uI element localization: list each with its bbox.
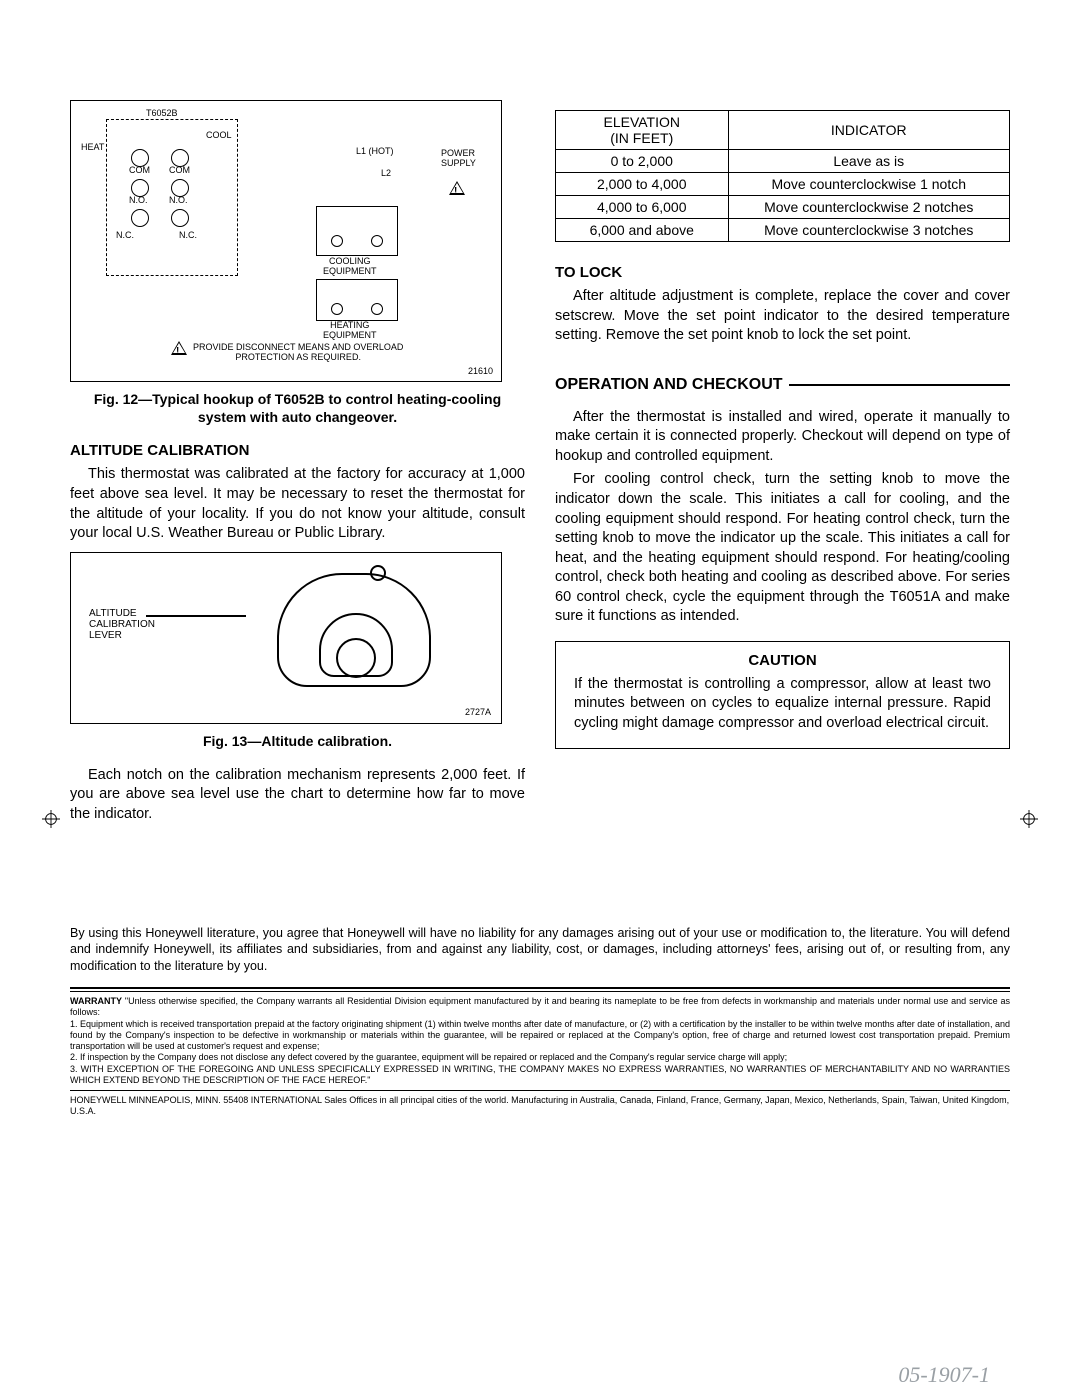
altitude-p1: This thermostat was calibrated at the fa…: [70, 465, 525, 543]
diagram-fignum: 21610: [468, 367, 493, 377]
footer: HONEYWELL MINNEAPOLIS, MINN. 55408 INTER…: [70, 1095, 1010, 1118]
divider: [70, 991, 1010, 992]
diagram-heat: HEAT: [81, 143, 104, 153]
elevation-table: ELEVATION (IN FEET) INDICATOR 0 to 2,000…: [555, 110, 1010, 242]
divider: [70, 1090, 1010, 1091]
diagram-cooling-eq: COOLING EQUIPMENT: [323, 257, 377, 277]
tolock-heading: TO LOCK: [555, 264, 1010, 281]
caution-box: CAUTION If the thermostat is controlling…: [555, 641, 1010, 749]
operation-heading: OPERATION AND CHECKOUT: [555, 376, 1010, 394]
cell: 2,000 to 4,000: [556, 173, 729, 196]
diagram-power: POWER SUPPLY: [441, 149, 476, 169]
op-p2: For cooling control check, turn the sett…: [555, 470, 1010, 627]
diagram-no1: N.O.: [129, 196, 148, 206]
cell: 0 to 2,000: [556, 150, 729, 173]
op-p1: After the thermostat is installed and wi…: [555, 408, 1010, 467]
fig13-caption: Fig. 13—Altitude calibration.: [70, 732, 525, 750]
cell: 6,000 and above: [556, 219, 729, 242]
table-row: 6,000 and above Move counterclockwise 3 …: [556, 219, 1010, 242]
diagram-com1: COM: [129, 166, 150, 176]
cell: Move counterclockwise 2 notches: [728, 196, 1009, 219]
elev-head-ind: INDICATOR: [728, 111, 1009, 150]
register-mark-icon: [42, 810, 60, 828]
elev-head-elev: ELEVATION (IN FEET): [556, 111, 729, 150]
altitude-figure: ALTITUDE CALIBRATION LEVER 2727A: [70, 552, 502, 724]
diagram-disc: PROVIDE DISCONNECT MEANS AND OVERLOAD PR…: [193, 343, 403, 363]
diagram-com2: COM: [169, 166, 190, 176]
warranty-3: 3. WITH EXCEPTION OF THE FOREGOING AND U…: [70, 1064, 1010, 1087]
wiring-diagram: T6052B HEAT COOL COM N.O. N.C. COM N.O. …: [70, 100, 502, 382]
rule: [789, 384, 1010, 386]
divider: [70, 987, 1010, 989]
table-row: 0 to 2,000 Leave as is: [556, 150, 1010, 173]
table-row: 2,000 to 4,000 Move counterclockwise 1 n…: [556, 173, 1010, 196]
diagram-cool: COOL: [206, 131, 232, 141]
right-column: ELEVATION (IN FEET) INDICATOR 0 to 2,000…: [555, 100, 1010, 825]
diagram-nc2: N.C.: [179, 231, 197, 241]
diagram-nc1: N.C.: [116, 231, 134, 241]
operation-heading-text: OPERATION AND CHECKOUT: [555, 376, 783, 394]
diagram-l2: L2: [381, 169, 391, 179]
cell: 4,000 to 6,000: [556, 196, 729, 219]
cell: Move counterclockwise 3 notches: [728, 219, 1009, 242]
table-row: 4,000 to 6,000 Move counterclockwise 2 n…: [556, 196, 1010, 219]
register-mark-icon: [1020, 810, 1038, 828]
tolock-p: After altitude adjustment is complete, r…: [555, 287, 1010, 346]
handwritten-note: 05-1907-1: [898, 1362, 990, 1388]
warranty-block: WARRANTY "Unless otherwise specified, th…: [70, 996, 1010, 1086]
diagram-heating-eq: HEATING EQUIPMENT: [323, 321, 377, 341]
cell: Leave as is: [728, 150, 1009, 173]
diagram-no2: N.O.: [169, 196, 188, 206]
altfig-lever-label: ALTITUDE CALIBRATION LEVER: [89, 608, 155, 641]
diagram-l1: L1 (HOT): [356, 147, 394, 157]
altitude-p2: Each notch on the calibration mechanism …: [70, 766, 525, 825]
warranty-1: 1. Equipment which is received transport…: [70, 1019, 1010, 1053]
caution-title: CAUTION: [574, 652, 991, 669]
upper-columns: T6052B HEAT COOL COM N.O. N.C. COM N.O. …: [70, 100, 1010, 825]
caution-body: If the thermostat is controlling a compr…: [574, 675, 991, 734]
warranty-head: WARRANTY: [70, 996, 122, 1006]
disclaimer: By using this Honeywell literature, you …: [70, 925, 1010, 976]
warranty-intro: "Unless otherwise specified, the Company…: [70, 996, 1010, 1017]
warranty-2: 2. If inspection by the Company does not…: [70, 1052, 1010, 1063]
fig12-caption: Fig. 12—Typical hookup of T6052B to cont…: [70, 390, 525, 426]
diagram-t-label: T6052B: [146, 109, 178, 119]
altfig-num: 2727A: [465, 707, 491, 717]
left-column: T6052B HEAT COOL COM N.O. N.C. COM N.O. …: [70, 100, 525, 825]
altitude-heading: ALTITUDE CALIBRATION: [70, 442, 525, 459]
page: T6052B HEAT COOL COM N.O. N.C. COM N.O. …: [0, 0, 1080, 1158]
cell: Move counterclockwise 1 notch: [728, 173, 1009, 196]
